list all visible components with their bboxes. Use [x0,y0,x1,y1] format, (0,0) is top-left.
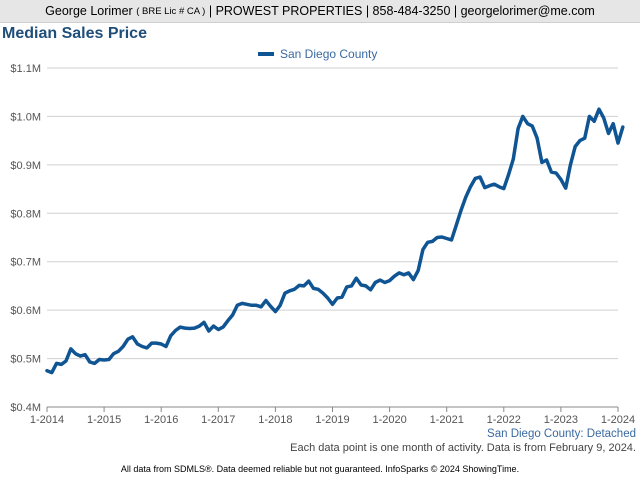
y-tick-label: $1.1M [10,63,41,75]
chart-title: Median Sales Price [2,25,147,42]
x-tick-label: 1-2022 [487,414,521,426]
x-tick-label: 1-2017 [201,414,235,426]
x-tick-label: 1-2024 [601,414,635,426]
y-tick-label: $0.6M [10,305,41,317]
x-tick-label: 1-2015 [87,414,121,426]
series-line [45,107,625,375]
x-tick-label: 1-2014 [30,414,64,426]
y-tick-label: $0.7M [10,257,41,269]
y-tick-label: $0.9M [10,160,41,172]
agent-license: ( BRE Lic # CA ) [136,5,206,17]
legend-label: San Diego County [280,47,377,61]
header-bar: George Lorimer ( BRE Lic # CA ) | PROWES… [0,0,640,23]
series-lines [45,107,625,375]
x-axis: 1-2014 1-2015 1-2016 1-2017 1-2018 1-2019 1-20… [30,406,635,426]
x-tick-label: 1-2023 [544,414,578,426]
x-tick-label: 1-2021 [430,414,464,426]
chart-subtitle: San Diego County: Detached [487,428,636,440]
disclaimer: All data from SDMLS®. Data deemed reliab… [120,464,520,474]
grid-lines [47,67,618,408]
y-tick-label: $0.8M [10,208,41,220]
chart-footer: San Diego County: Detached Each data poi… [290,428,636,454]
x-tick-label: 1-2019 [315,414,349,426]
data-note: Each data point is one month of activity… [290,442,636,454]
y-tick-label: $0.5M [10,354,41,366]
y-tick-label: $0.4M [10,402,41,414]
y-tick-label: $1.0M [10,111,41,123]
agent-contact: | PROWEST PROPERTIES | 858-484-3250 | ge… [208,4,595,18]
legend: San Diego County [258,47,377,61]
agent-name: George Lorimer [45,4,133,18]
x-tick-label: 1-2016 [144,414,178,426]
y-axis: $0.4M $0.5M $0.6M $0.7M $0.8M $0.9M $1.0M $1.1M [10,63,41,414]
x-tick-label: 1-2018 [258,414,292,426]
x-tick-label: 1-2020 [372,414,406,426]
